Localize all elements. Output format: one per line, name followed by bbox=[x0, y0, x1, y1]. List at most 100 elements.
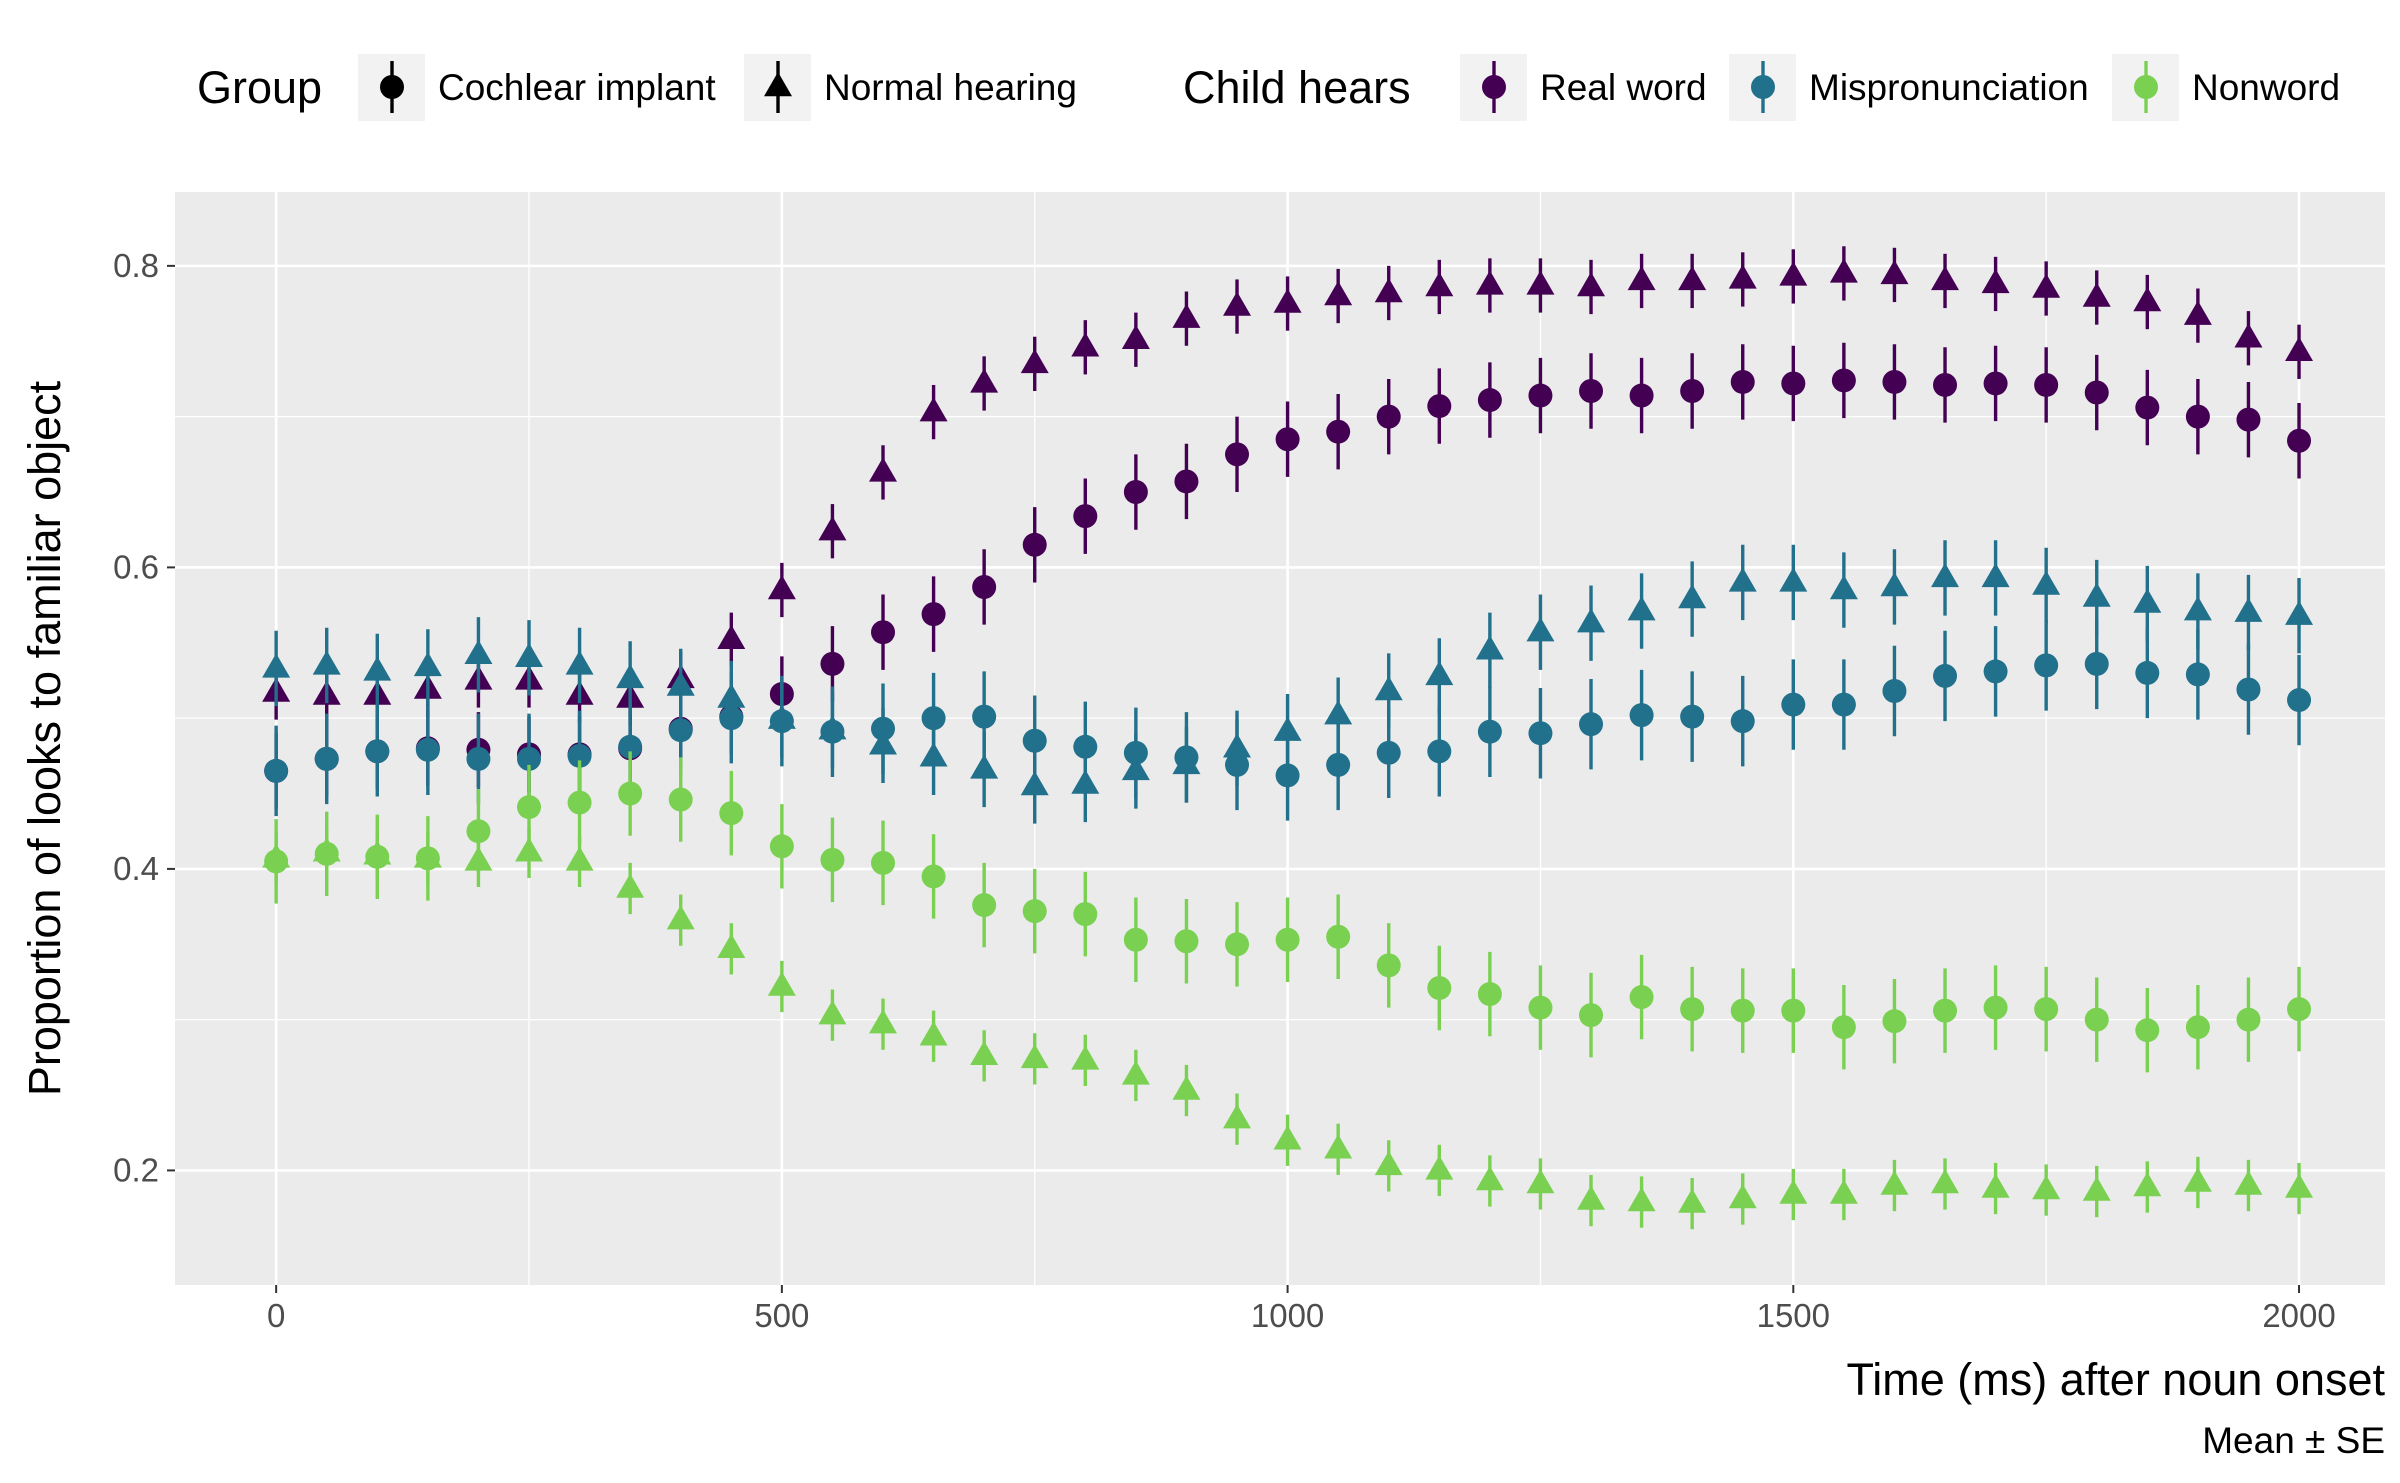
data-point bbox=[818, 516, 847, 541]
data-point bbox=[1779, 1179, 1808, 1204]
data-point bbox=[1678, 584, 1707, 609]
x-tick-label: 500 bbox=[754, 1297, 809, 1334]
data-point bbox=[1123, 740, 1148, 765]
data-point bbox=[2135, 395, 2160, 420]
legend-key-symbol bbox=[380, 75, 404, 99]
data-marks bbox=[262, 246, 2314, 1230]
grid-lines bbox=[175, 192, 2385, 1285]
legend-label: Nonword bbox=[2192, 67, 2340, 108]
data-point bbox=[2183, 596, 2212, 621]
data-point bbox=[1073, 902, 1098, 927]
data-point bbox=[1022, 728, 1047, 753]
data-point bbox=[1121, 324, 1150, 349]
data-point bbox=[1376, 953, 1401, 978]
data-point bbox=[413, 651, 442, 677]
data-point bbox=[1275, 427, 1300, 452]
y-tick-label: 0.6 bbox=[113, 548, 159, 585]
data-point bbox=[666, 671, 695, 696]
data-point bbox=[1374, 1150, 1403, 1176]
data-point bbox=[2183, 300, 2212, 325]
data-point bbox=[1933, 998, 1958, 1023]
data-point bbox=[1225, 752, 1250, 777]
data-point bbox=[972, 893, 997, 918]
data-point bbox=[2032, 273, 2061, 298]
data-point bbox=[1629, 985, 1654, 1010]
data-point bbox=[2034, 372, 2059, 397]
data-point bbox=[2185, 404, 2210, 429]
data-point bbox=[2236, 407, 2261, 432]
data-point bbox=[2133, 1171, 2162, 1197]
series bbox=[262, 826, 2314, 1230]
data-point bbox=[466, 746, 491, 771]
data-point bbox=[1882, 1009, 1907, 1034]
data-point bbox=[2084, 380, 2109, 405]
data-point bbox=[1223, 291, 1252, 316]
data-point bbox=[717, 624, 746, 649]
data-point bbox=[2285, 336, 2314, 362]
data-point bbox=[921, 602, 946, 627]
data-point bbox=[567, 790, 592, 815]
data-point bbox=[970, 368, 999, 393]
data-point bbox=[363, 840, 392, 865]
data-point bbox=[1273, 716, 1302, 741]
data-point bbox=[919, 397, 948, 422]
data-point bbox=[820, 719, 845, 744]
data-point bbox=[820, 651, 845, 676]
data-point bbox=[921, 706, 946, 731]
data-point bbox=[1680, 704, 1705, 729]
data-point bbox=[1326, 752, 1351, 777]
data-point bbox=[466, 819, 491, 844]
data-point bbox=[2133, 588, 2162, 613]
data-point bbox=[1577, 271, 1606, 297]
x-tick-label: 1500 bbox=[1757, 1297, 1830, 1334]
data-point bbox=[2234, 1170, 2263, 1195]
data-point bbox=[1073, 504, 1098, 529]
data-point bbox=[1526, 270, 1555, 295]
data-point bbox=[2034, 997, 2059, 1022]
data-point bbox=[869, 1009, 898, 1034]
y-tick-label: 0.2 bbox=[113, 1151, 159, 1188]
data-point bbox=[1273, 1125, 1302, 1150]
axes: 0.2 0.4 0.6 0.8 0 500 1000 1500 2000 bbox=[113, 247, 2336, 1334]
data-point bbox=[314, 746, 339, 771]
data-point bbox=[2032, 1174, 2061, 1200]
data-point bbox=[1324, 1134, 1353, 1159]
data-point bbox=[1374, 675, 1403, 701]
data-point bbox=[312, 650, 341, 675]
data-point bbox=[1374, 277, 1403, 303]
data-point bbox=[515, 837, 544, 862]
data-point bbox=[1121, 1060, 1150, 1085]
series bbox=[264, 618, 2312, 821]
data-point bbox=[1629, 703, 1654, 728]
data-point bbox=[1933, 663, 1958, 688]
legend-label: Normal hearing bbox=[824, 67, 1077, 108]
data-point bbox=[1730, 369, 1755, 394]
data-point bbox=[1425, 271, 1454, 297]
data-point bbox=[1829, 574, 1858, 600]
data-point bbox=[769, 709, 794, 734]
data-point bbox=[1223, 1104, 1252, 1129]
data-point bbox=[1071, 1045, 1100, 1070]
data-point bbox=[666, 905, 695, 930]
data-point bbox=[2135, 1018, 2160, 1043]
data-point bbox=[2287, 688, 2312, 713]
data-point bbox=[2133, 287, 2162, 312]
data-point bbox=[2183, 1167, 2212, 1192]
data-point bbox=[668, 787, 693, 812]
data-point bbox=[1425, 1155, 1454, 1180]
data-point bbox=[1728, 264, 1757, 289]
data-point bbox=[264, 758, 289, 783]
data-point bbox=[1275, 927, 1300, 952]
data-point bbox=[1931, 562, 1960, 588]
data-point bbox=[1528, 721, 1553, 746]
data-point bbox=[517, 746, 542, 771]
data-point bbox=[1781, 371, 1806, 396]
legend: Group Cochlear implant Normal hearing Child… bbox=[197, 54, 2340, 121]
data-point bbox=[2285, 1173, 2314, 1198]
data-point bbox=[1174, 929, 1199, 954]
data-point bbox=[1172, 1075, 1201, 1100]
data-point bbox=[820, 847, 845, 872]
data-point bbox=[1579, 712, 1604, 737]
data-point bbox=[2032, 570, 2061, 595]
legend-label: Real word bbox=[1540, 67, 1707, 108]
